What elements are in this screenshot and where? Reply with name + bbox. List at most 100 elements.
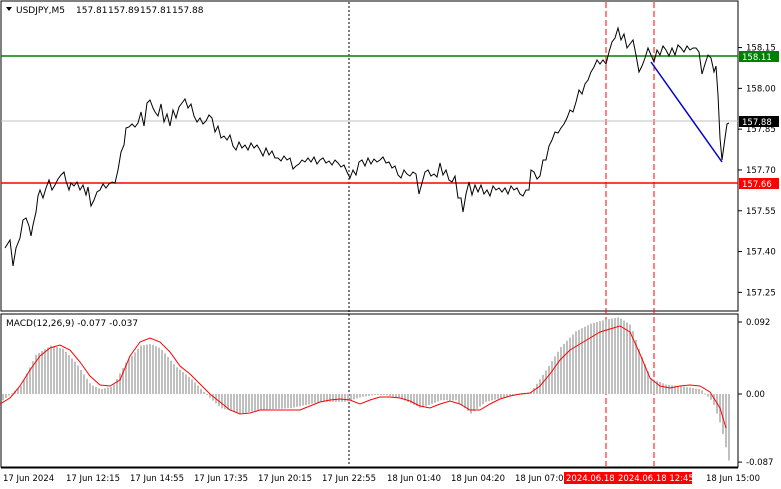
- price-tick-label: 157.70: [746, 166, 776, 176]
- macd-histogram-bar: [698, 388, 700, 394]
- macd-histogram-bar: [155, 346, 157, 394]
- macd-histogram-bar: [530, 392, 532, 394]
- macd-histogram-bar: [677, 385, 679, 394]
- macd-histogram-bar: [458, 394, 460, 403]
- macd-histogram-bar: [341, 394, 343, 402]
- macd-histogram-bar: [701, 390, 703, 394]
- macd-histogram-bar: [140, 345, 142, 394]
- open-value: 157.81: [76, 6, 108, 16]
- macd-histogram-bar: [32, 361, 34, 394]
- macd-histogram-bar: [104, 388, 106, 394]
- macd-histogram-bar: [557, 351, 559, 394]
- macd-histogram-bar: [197, 385, 199, 394]
- macd-histogram-bar: [401, 394, 403, 400]
- macd-histogram[interactable]: [2, 317, 730, 461]
- macd-histogram-bar: [443, 394, 445, 401]
- macd-histogram-bar: [317, 394, 319, 403]
- macd-histogram-bar: [44, 349, 46, 394]
- macd-histogram-bar: [542, 374, 544, 394]
- macd-histogram-bar: [671, 385, 673, 394]
- macd-histogram-bar: [479, 394, 481, 407]
- macd-histogram-bar: [476, 394, 478, 409]
- macd-histogram-bar: [560, 347, 562, 394]
- price-tick-label: 157.40: [746, 248, 776, 258]
- macd-histogram-bar: [29, 367, 31, 394]
- macd-histogram-bar: [578, 329, 580, 394]
- macd-histogram-bar: [206, 394, 208, 395]
- macd-histogram-bar: [17, 388, 19, 394]
- time-label-0: 17 Jun 2024: [3, 474, 54, 484]
- chart-header: USDJPY,M5 157.81 157.89 157.81 157.88: [6, 6, 204, 16]
- time-label-11: 18 Jun 15:00: [706, 474, 760, 484]
- macd-histogram-bar: [230, 394, 232, 411]
- macd-histogram-bar: [680, 386, 682, 394]
- macd-histogram-bar: [617, 317, 619, 394]
- macd-histogram-bar: [500, 394, 502, 399]
- macd-histogram-bar: [305, 394, 307, 405]
- macd-histogram-bar: [116, 378, 118, 394]
- macd-histogram-bar: [2, 394, 4, 401]
- macd-histogram-bar: [41, 351, 43, 394]
- macd-histogram-bar: [329, 394, 331, 402]
- macd-histogram-bar: [461, 394, 463, 406]
- macd-histogram-bar: [599, 321, 601, 394]
- macd-histogram-bar: [179, 369, 181, 394]
- macd-histogram-bar: [350, 394, 352, 401]
- macd-histogram-bar: [335, 394, 337, 402]
- macd-histogram-bar: [398, 394, 400, 399]
- macd-histogram-bar: [227, 394, 229, 411]
- time-label-7: 18 Jun 04:20: [451, 474, 505, 484]
- macd-histogram-bar: [8, 394, 10, 396]
- time-label-4: 17 Jun 20:15: [258, 474, 312, 484]
- macd-histogram-bar: [674, 385, 676, 394]
- macd-histogram-bar: [131, 355, 133, 394]
- macd-histogram-bar: [611, 318, 613, 394]
- macd-histogram-bar: [707, 394, 709, 397]
- macd-histogram-bar: [95, 386, 97, 394]
- macd-histogram-bar: [539, 379, 541, 394]
- macd-histogram-bar: [110, 386, 112, 394]
- macd-histogram-bar: [344, 394, 346, 402]
- macd-histogram-bar: [248, 394, 250, 412]
- macd-histogram-bar: [575, 331, 577, 394]
- macd-histogram-bar: [386, 394, 388, 396]
- macd-histogram-bar: [692, 388, 694, 394]
- dropdown-triangle-icon[interactable]: [6, 7, 12, 11]
- macd-histogram-bar: [722, 394, 724, 435]
- macd-histogram-bar: [659, 382, 661, 394]
- macd-histogram-bar: [554, 356, 556, 394]
- macd-histogram-bar: [62, 348, 64, 394]
- macd-histogram-bar: [185, 374, 187, 394]
- macd-histogram-bar: [422, 394, 424, 408]
- resistance-tag: 158.11: [739, 51, 779, 63]
- macd-histogram-bar: [167, 357, 169, 394]
- macd-histogram-bar: [521, 393, 523, 395]
- macd-histogram-bar: [149, 344, 151, 394]
- macd-histogram-bar: [11, 393, 13, 395]
- macd-histogram-bar: [452, 394, 454, 401]
- price-tick-label: 157.55: [746, 207, 776, 217]
- macd-histogram-bar: [272, 394, 274, 410]
- macd-histogram-bar: [323, 394, 325, 402]
- trend-line[interactable]: [650, 61, 723, 163]
- macd-histogram-bar: [338, 394, 340, 402]
- macd-tick-label: -0.087: [746, 458, 773, 468]
- macd-histogram-bar: [218, 394, 220, 407]
- macd-histogram-bar: [5, 394, 7, 398]
- macd-histogram-bar: [641, 357, 643, 394]
- macd-histogram-bar: [368, 394, 370, 396]
- price-tick-label: 157.25: [746, 288, 776, 298]
- price-series-line[interactable]: [4, 26, 730, 267]
- macd-histogram-bar: [638, 348, 640, 394]
- macd-histogram-bar: [608, 319, 610, 394]
- macd-histogram-bar: [251, 394, 253, 412]
- price-panel[interactable]: [0, 0, 739, 312]
- macd-histogram-bar: [293, 394, 295, 408]
- macd-histogram-bar: [119, 373, 121, 394]
- macd-histogram-bar: [53, 346, 55, 394]
- macd-signal-line[interactable]: [0, 325, 727, 429]
- macd-histogram-bar: [413, 394, 415, 405]
- macd-histogram-bar: [20, 386, 22, 394]
- macd-histogram-bar: [512, 394, 514, 396]
